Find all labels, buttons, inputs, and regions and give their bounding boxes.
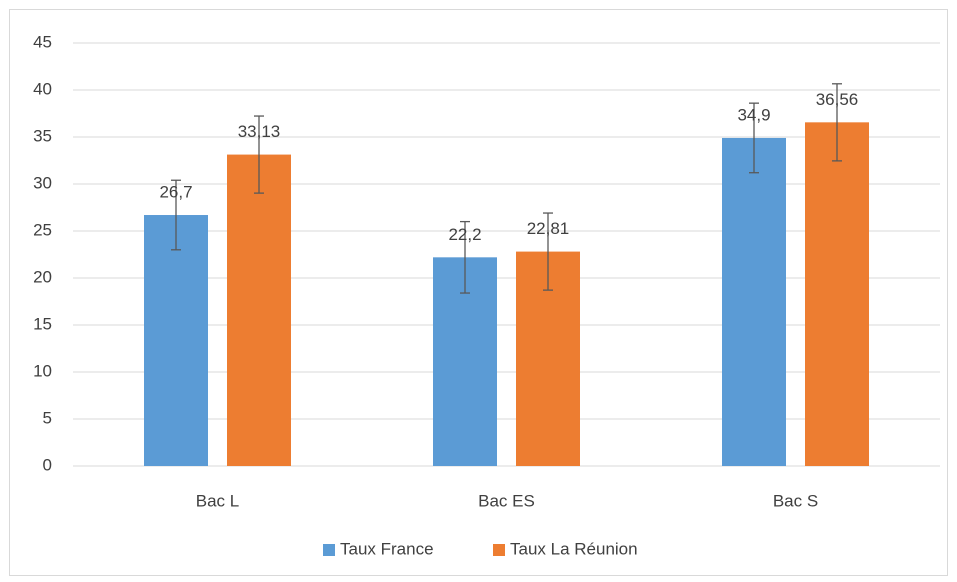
y-tick-label: 25 — [33, 220, 52, 239]
y-tick-label: 5 — [43, 408, 52, 427]
bar — [227, 154, 291, 466]
data-label: 22,2 — [448, 225, 481, 244]
legend-swatch — [323, 544, 335, 556]
data-label: 34,9 — [737, 105, 770, 124]
legend-label: Taux La Réunion — [510, 539, 638, 558]
x-tick-label: Bac L — [196, 491, 239, 510]
data-label: 33,13 — [238, 122, 281, 141]
legend-swatch — [493, 544, 505, 556]
data-label: 22,81 — [527, 219, 570, 238]
y-tick-label: 35 — [33, 126, 52, 145]
y-tick-label: 20 — [33, 267, 52, 286]
bar — [722, 137, 786, 466]
data-label: 36,56 — [816, 90, 859, 109]
y-tick-label: 30 — [33, 173, 52, 192]
y-tick-label: 40 — [33, 79, 52, 98]
y-tick-label: 0 — [43, 455, 52, 474]
y-tick-label: 45 — [33, 32, 52, 51]
x-tick-label: Bac S — [773, 491, 818, 510]
x-tick-label: Bac ES — [478, 491, 535, 510]
legend-label: Taux France — [340, 539, 434, 558]
data-label: 26,7 — [159, 183, 192, 202]
bar — [144, 215, 208, 466]
bar — [805, 122, 869, 466]
y-tick-label: 10 — [33, 361, 52, 380]
y-tick-label: 15 — [33, 314, 52, 333]
